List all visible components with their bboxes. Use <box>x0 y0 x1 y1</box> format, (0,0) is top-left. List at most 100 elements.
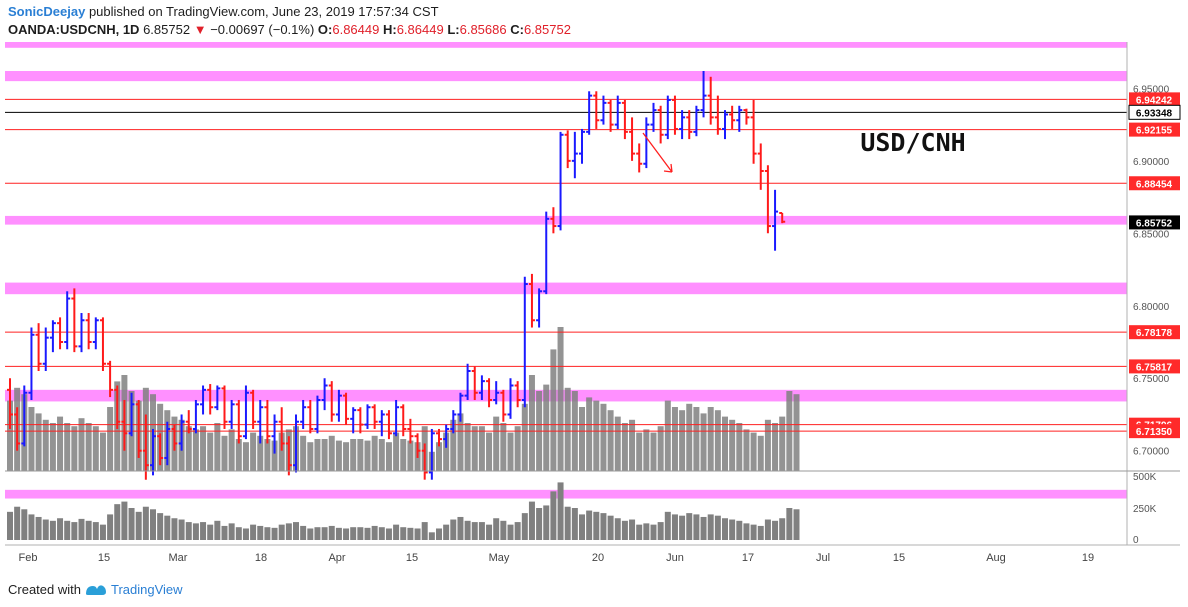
volume-bar <box>443 432 450 471</box>
volume-bar <box>7 400 13 471</box>
volume-pane-bar <box>614 518 621 540</box>
volume-pane-bar <box>486 524 493 540</box>
volume-bar <box>478 426 485 471</box>
volume-pane-bar <box>300 525 307 540</box>
price-label: 6.71350 <box>1129 424 1180 439</box>
tradingview-brand[interactable]: TradingView <box>110 582 183 597</box>
ohlc-bar <box>357 407 364 434</box>
volume-bar <box>192 429 199 471</box>
time-tick-label: 15 <box>893 552 905 564</box>
volume-bar <box>78 418 85 471</box>
publish-text: published on TradingView.com, June 23, 2… <box>88 4 439 19</box>
ohlc-bar <box>750 99 757 164</box>
close-label: C: <box>510 22 524 37</box>
volume-pane-bar <box>657 522 664 540</box>
volume-pane-bar <box>250 524 257 540</box>
volume-pane-bar <box>21 509 28 540</box>
volume-bar <box>779 416 786 471</box>
price-tick-label: 6.75000 <box>1133 374 1170 385</box>
volume-bar <box>393 432 400 471</box>
volume-pane-bar <box>78 518 85 540</box>
volume-pane-bar <box>271 527 278 540</box>
volume-pane-bar <box>536 508 543 540</box>
volume-bar <box>450 419 457 471</box>
volume-pane-bar <box>436 528 442 540</box>
volume-bar <box>371 435 378 471</box>
volume-pane-bar <box>14 506 21 540</box>
ohlc-bar <box>528 273 535 328</box>
volume-bar <box>278 432 285 471</box>
volume-bar <box>235 439 242 471</box>
time-tick-label: 15 <box>98 552 110 564</box>
zone-band <box>5 42 1127 48</box>
volume-pane-bar <box>786 508 793 540</box>
volume-bar <box>493 416 500 471</box>
price-label: 6.75817 <box>1129 359 1180 374</box>
volume-pane-bar <box>178 519 185 540</box>
svg-text:6.92155: 6.92155 <box>1136 126 1173 137</box>
volume-pane-bar <box>428 532 435 540</box>
ohlc-bar <box>128 392 135 437</box>
volume-bar <box>614 416 621 471</box>
ohlc-bar <box>450 410 457 434</box>
volume-pane-bar <box>457 516 464 540</box>
volume-bar <box>643 429 650 471</box>
volume-pane-bar <box>736 520 743 540</box>
time-tick-label: 17 <box>742 552 754 564</box>
ohlc-bar <box>328 381 335 422</box>
ohlc-bar <box>335 389 342 422</box>
ohlc-bar <box>321 378 328 411</box>
volume-bar <box>650 432 657 471</box>
volume-pane-bar <box>385 528 392 540</box>
ohlc-bar <box>764 165 771 234</box>
volume-bar <box>350 439 357 471</box>
ohlc-bar <box>714 95 721 135</box>
author-name[interactable]: SonicDeejay <box>8 4 86 19</box>
volume-bar <box>471 426 478 471</box>
volume-bar <box>42 419 49 471</box>
volume-pane-bar <box>500 520 507 540</box>
volume-bar <box>707 407 714 471</box>
volume-bar <box>764 419 771 471</box>
ohlc-bar <box>493 381 500 405</box>
volume-pane-bar <box>450 519 457 540</box>
ohlc-bar <box>235 399 242 444</box>
volume-bar <box>64 423 71 471</box>
volume-bar <box>528 375 535 471</box>
ohlc-bar <box>371 404 378 429</box>
volume-pane-bar <box>307 528 314 540</box>
tradingview-logo-icon <box>85 585 106 595</box>
volume-pane-bar <box>650 524 657 540</box>
volume-pane-bar <box>99 524 106 540</box>
ohlc-bar <box>543 211 550 295</box>
volume-pane-bar <box>543 505 550 540</box>
volume-pane-bar <box>521 513 528 540</box>
ohlc-bar <box>57 317 64 350</box>
volume-pane-bar <box>128 508 135 540</box>
volume-pane-bar <box>228 523 235 540</box>
volume-pane-bar <box>364 527 371 540</box>
ohlc-bars <box>7 70 786 480</box>
volume-bar <box>657 426 664 471</box>
volume-bar <box>586 397 593 471</box>
ohlc-bar <box>293 414 299 473</box>
price-tick-label: 6.85000 <box>1133 229 1170 240</box>
price-tick-label: 6.70000 <box>1133 447 1170 458</box>
ohlc-bar <box>707 76 714 125</box>
volume-bar <box>228 429 235 471</box>
volume-pane-bar <box>664 511 671 540</box>
ohlc-bar <box>557 131 564 231</box>
ohlc-bar <box>650 102 657 132</box>
volume-bar <box>722 416 728 471</box>
ohlc-bar <box>421 443 428 480</box>
volume-bar <box>600 403 607 471</box>
open-value: 6.86449 <box>332 22 380 37</box>
volume-pane-bar <box>242 528 249 540</box>
volume-pane-bar <box>28 514 35 540</box>
volume-pane-bar <box>621 520 628 540</box>
ohlc-bar <box>550 207 557 234</box>
price-labels: 6.94242 6.93348 6.92155 6.88454 6.85752 6.781… <box>1128 92 1181 439</box>
ohlc-bar <box>436 428 442 447</box>
volume-pane-bar <box>514 522 521 540</box>
